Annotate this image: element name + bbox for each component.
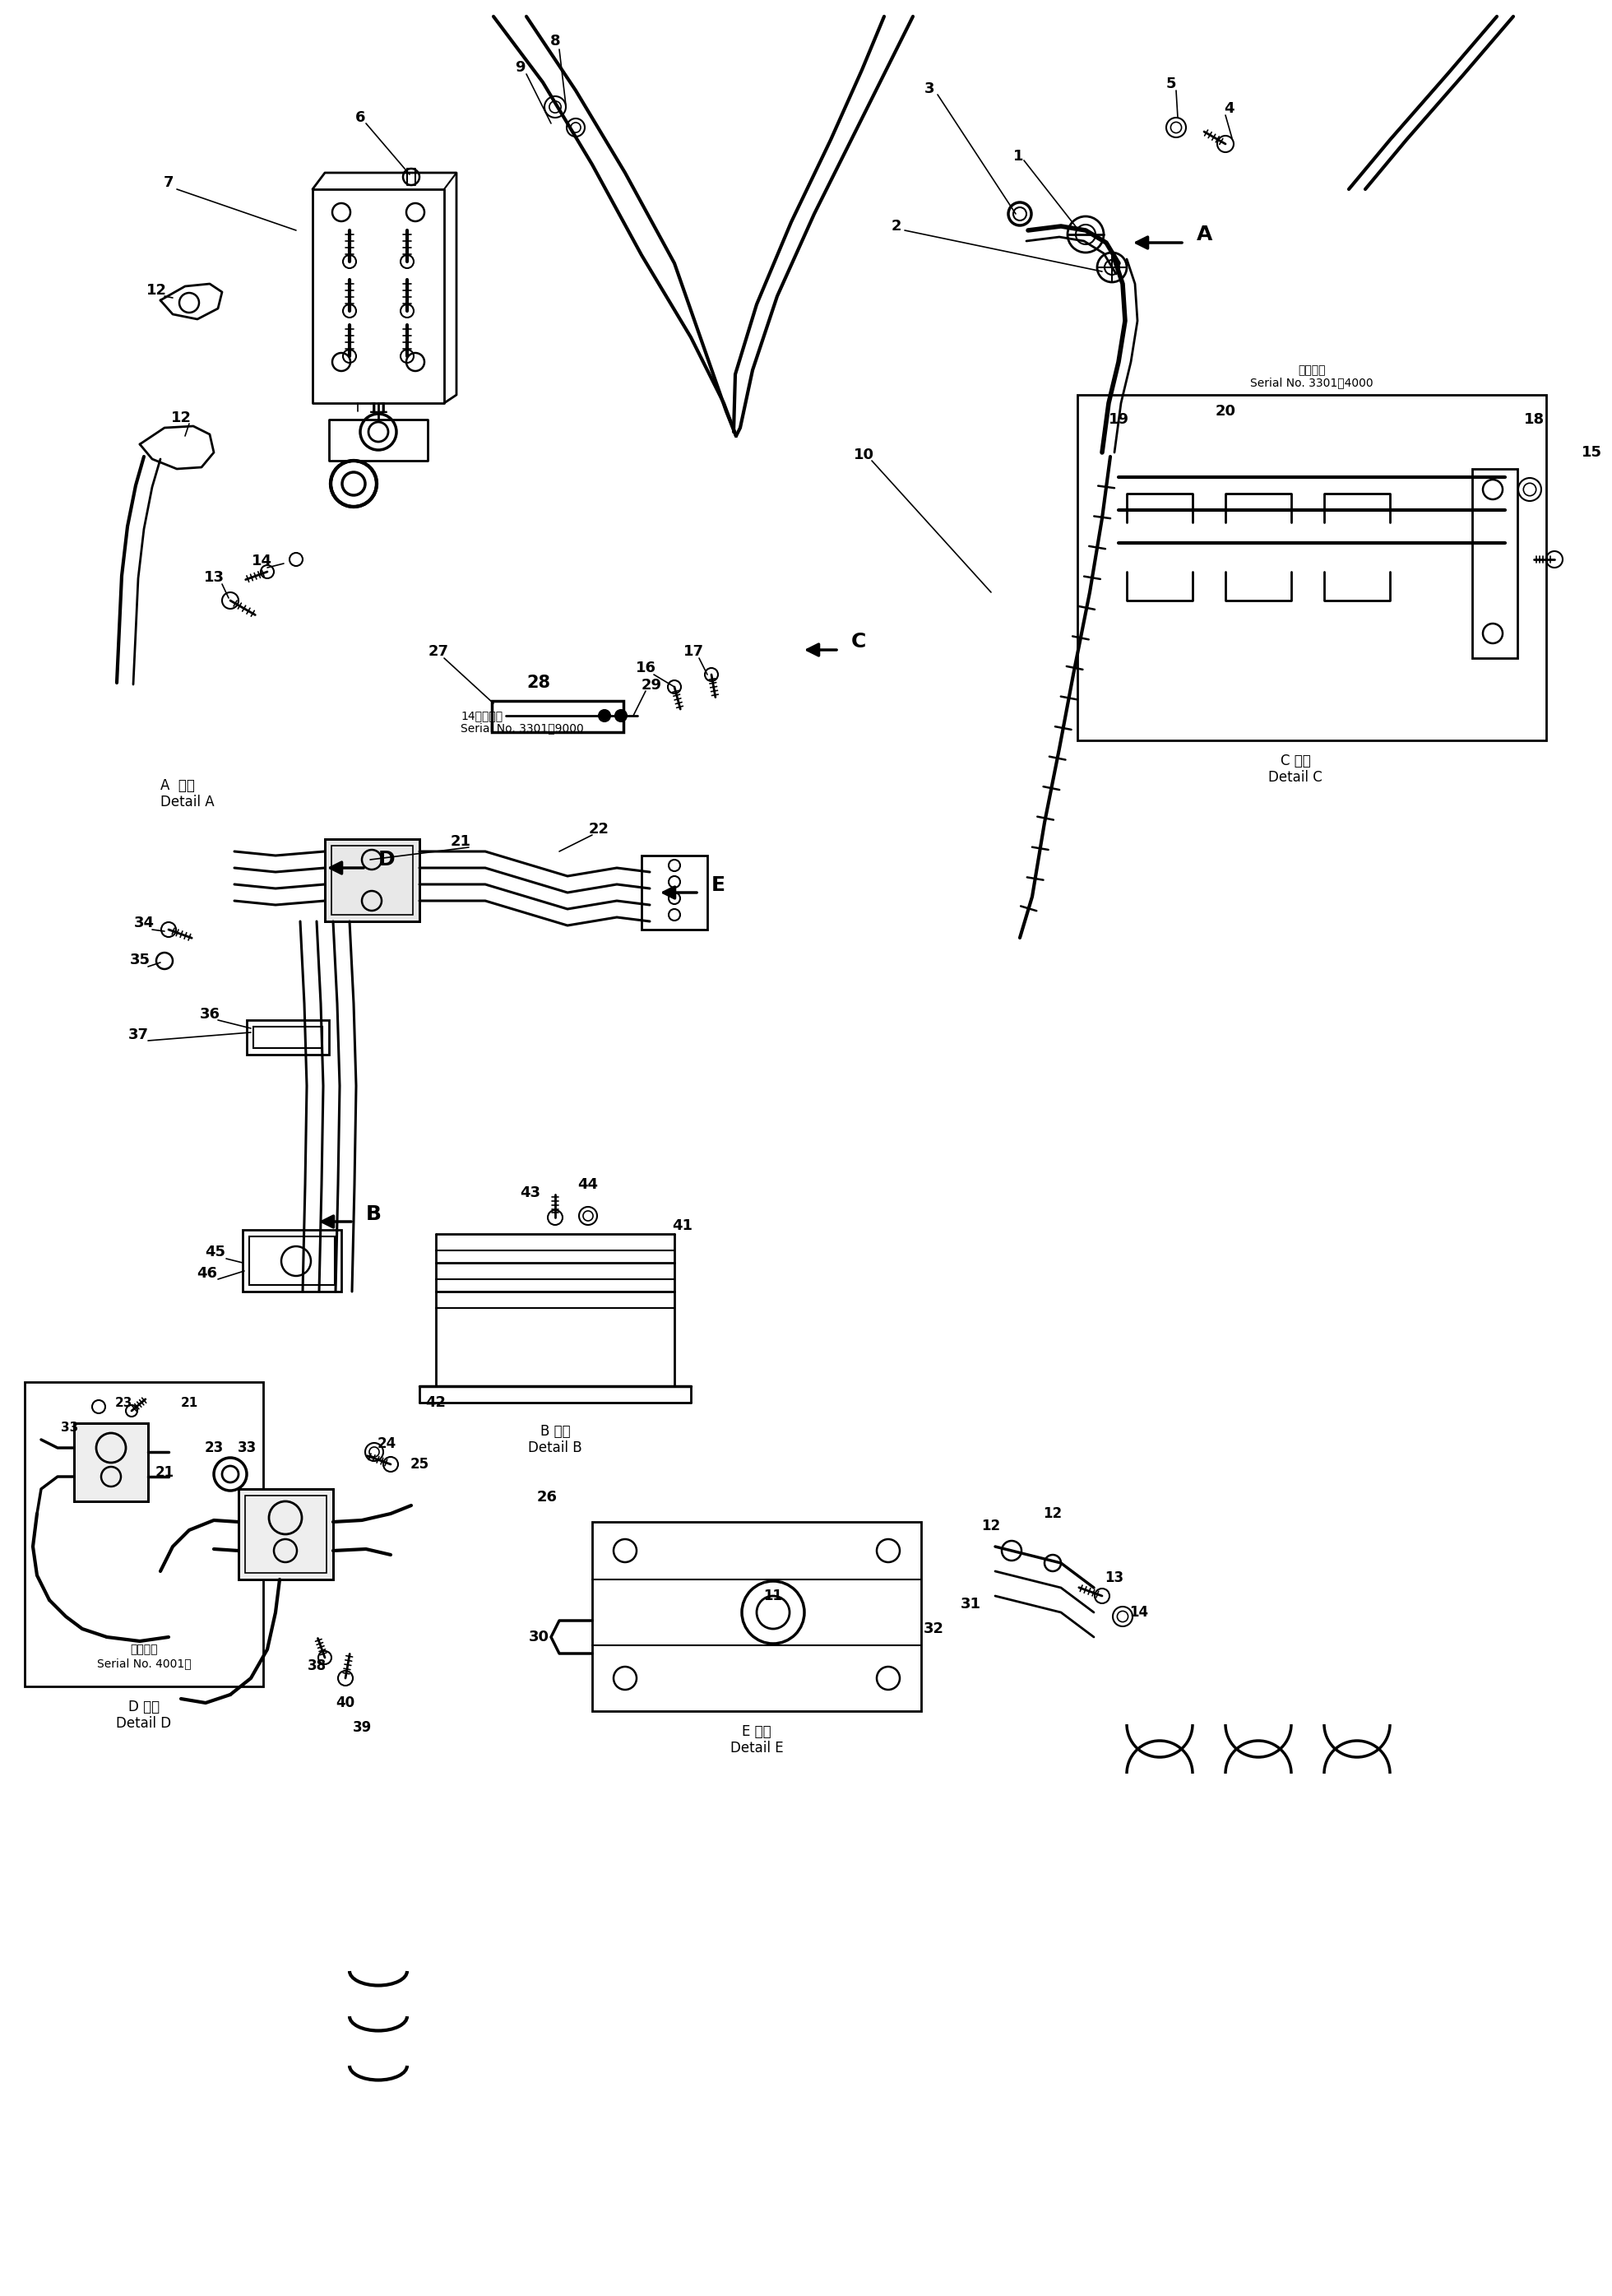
Text: B: B: [366, 1205, 382, 1224]
Text: 44: 44: [577, 1178, 598, 1192]
Text: 4: 4: [1224, 101, 1233, 117]
Text: Detail C: Detail C: [1269, 769, 1322, 785]
Text: 20: 20: [1215, 404, 1236, 418]
Text: 41: 41: [672, 1219, 693, 1233]
Text: 42: 42: [426, 1396, 447, 1410]
Text: 28: 28: [527, 675, 550, 691]
Bar: [253, 1026, 322, 1047]
Bar: [74, 1424, 148, 1502]
Text: 12: 12: [982, 1518, 1001, 1534]
Text: 適用号機: 適用号機: [131, 1644, 158, 1655]
Bar: [250, 1238, 335, 1286]
Bar: [245, 1495, 327, 1573]
Text: 24: 24: [377, 1437, 397, 1451]
Text: 45: 45: [205, 1244, 226, 1261]
Text: 1: 1: [1012, 149, 1024, 163]
Text: Detail B: Detail B: [529, 1440, 582, 1456]
Text: 7: 7: [163, 174, 174, 191]
Text: 14: 14: [1130, 1605, 1149, 1619]
Text: 8: 8: [550, 34, 561, 48]
Text: A: A: [1196, 225, 1212, 243]
Text: 38: 38: [308, 1658, 326, 1674]
Text: 35: 35: [129, 953, 150, 967]
Text: D: D: [379, 850, 395, 870]
Bar: [243, 1231, 342, 1293]
Text: 33: 33: [61, 1421, 79, 1433]
Bar: [642, 856, 708, 930]
Text: 14適用号機: 14適用号機: [461, 709, 503, 721]
Text: 9: 9: [514, 60, 526, 76]
Text: 26: 26: [537, 1490, 558, 1504]
Text: 6: 6: [355, 110, 366, 124]
Bar: [326, 838, 419, 921]
Text: 2: 2: [891, 218, 901, 234]
Text: 13: 13: [203, 569, 224, 585]
Bar: [332, 845, 413, 914]
Bar: [1077, 395, 1546, 739]
Text: 21: 21: [155, 1465, 174, 1481]
Bar: [239, 1490, 334, 1580]
Text: C 詳細: C 詳細: [1280, 753, 1311, 769]
Text: Detail A: Detail A: [160, 794, 214, 810]
Text: 12: 12: [171, 411, 192, 425]
Text: 3: 3: [924, 80, 935, 96]
Text: 21: 21: [450, 833, 471, 850]
Text: D 詳細: D 詳細: [129, 1699, 160, 1715]
Text: 22: 22: [588, 822, 609, 836]
Text: 19: 19: [1109, 413, 1128, 427]
Text: A  詳細: A 詳細: [160, 778, 195, 792]
Text: Serial No. 4001～: Serial No. 4001～: [97, 1658, 192, 1669]
Bar: [592, 1522, 920, 1711]
Text: 14: 14: [251, 553, 272, 569]
Text: Detail D: Detail D: [116, 1715, 171, 1731]
Text: 39: 39: [353, 1720, 371, 1736]
Text: 46: 46: [197, 1265, 218, 1281]
Text: 29: 29: [642, 677, 661, 693]
Text: 37: 37: [127, 1029, 148, 1042]
Bar: [74, 1424, 148, 1502]
Text: 21: 21: [181, 1396, 198, 1410]
Text: 23: 23: [114, 1396, 132, 1410]
Text: C: C: [851, 631, 866, 652]
Bar: [492, 700, 624, 732]
Text: 適用号機: 適用号機: [1298, 365, 1325, 377]
Bar: [1472, 468, 1517, 659]
Text: 36: 36: [200, 1008, 219, 1022]
Bar: [326, 838, 419, 921]
Text: 32: 32: [924, 1621, 943, 1637]
Text: 25: 25: [409, 1458, 429, 1472]
Text: E 詳細: E 詳細: [742, 1724, 771, 1738]
Circle shape: [616, 709, 627, 721]
Text: B 詳細: B 詳細: [540, 1424, 571, 1440]
Text: 10: 10: [853, 448, 874, 461]
Text: E: E: [711, 875, 725, 895]
Text: 16: 16: [635, 661, 656, 675]
Text: 34: 34: [134, 916, 155, 930]
Text: 11: 11: [368, 402, 388, 416]
Text: 43: 43: [521, 1185, 540, 1201]
Bar: [239, 1490, 334, 1580]
Text: 15: 15: [1581, 445, 1602, 459]
Text: 18: 18: [1523, 413, 1544, 427]
Text: 17: 17: [683, 645, 703, 659]
Text: 33: 33: [237, 1440, 256, 1456]
Circle shape: [598, 709, 611, 721]
Text: 40: 40: [335, 1694, 355, 1711]
Text: 27: 27: [429, 645, 448, 659]
Text: Serial No. 3301～9000: Serial No. 3301～9000: [461, 723, 584, 735]
Text: 23: 23: [205, 1440, 224, 1456]
Text: 13: 13: [1104, 1570, 1124, 1584]
Text: Detail E: Detail E: [730, 1740, 783, 1756]
Text: 12: 12: [1043, 1506, 1062, 1520]
Text: 31: 31: [961, 1596, 980, 1612]
Text: 30: 30: [529, 1630, 550, 1644]
Text: 12: 12: [147, 282, 166, 298]
Text: 5: 5: [1165, 76, 1177, 92]
Text: Serial No. 3301～4000: Serial No. 3301～4000: [1251, 377, 1373, 388]
Bar: [247, 1019, 329, 1054]
Text: 11: 11: [764, 1589, 782, 1603]
Bar: [24, 1382, 263, 1688]
